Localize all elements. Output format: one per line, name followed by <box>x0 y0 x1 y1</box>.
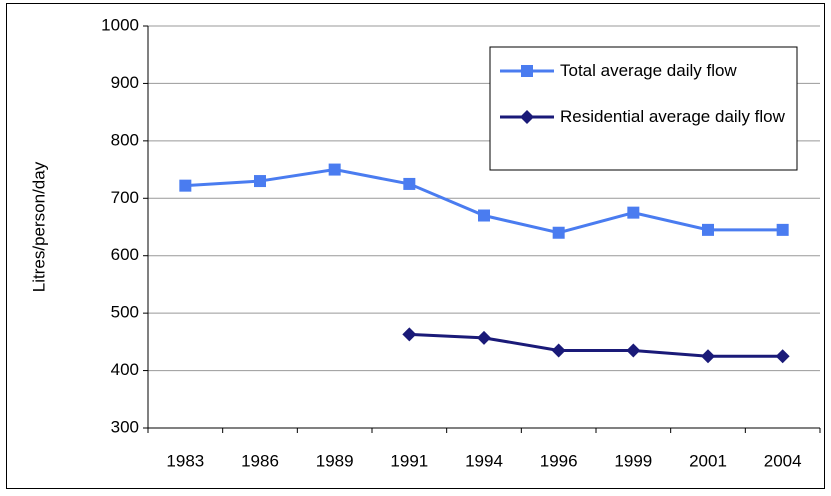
x-tick-label: 1986 <box>241 451 279 470</box>
y-tick-label: 600 <box>111 245 139 264</box>
marker <box>775 349 790 364</box>
marker <box>520 110 534 124</box>
marker <box>551 343 566 358</box>
marker <box>776 223 789 236</box>
series-line <box>409 332 783 358</box>
marker <box>254 175 266 188</box>
x-tick-label: 1996 <box>540 451 578 470</box>
y-tick-label: 300 <box>111 417 139 436</box>
x-tick-label: 1994 <box>465 451 503 470</box>
marker <box>402 327 417 342</box>
y-tick-label: 700 <box>111 188 139 207</box>
x-tick-label: 1983 <box>166 451 204 470</box>
marker <box>478 209 490 222</box>
x-tick-label: 1991 <box>390 451 428 470</box>
x-tick-label: 1989 <box>316 451 354 470</box>
y-tick-label: 1000 <box>101 15 139 34</box>
legend-item: Total average daily flow <box>560 61 737 80</box>
marker <box>477 330 491 345</box>
marker <box>328 163 341 176</box>
y-tick-label: 400 <box>111 360 139 379</box>
legend-box <box>489 46 798 171</box>
y-tick-label: 800 <box>111 130 139 149</box>
x-tick-label: 2004 <box>764 451 802 470</box>
y-tick-label: 500 <box>111 303 139 322</box>
marker <box>626 343 641 358</box>
legend-item: Residential average daily flow <box>560 107 785 126</box>
marker <box>701 349 715 364</box>
x-tick-label: 1999 <box>614 451 652 470</box>
marker <box>702 223 714 236</box>
y-axis-title: Litres/person/day <box>29 161 48 292</box>
marker <box>179 179 192 192</box>
legend-label: Total average daily flow <box>560 61 737 80</box>
y-tick-label: 900 <box>111 73 139 92</box>
x-tick-label: 2001 <box>689 451 727 470</box>
marker <box>552 226 565 239</box>
marker <box>403 177 416 190</box>
legend-label: Residential average daily flow <box>560 107 785 126</box>
marker <box>627 206 640 219</box>
marker <box>521 65 533 77</box>
